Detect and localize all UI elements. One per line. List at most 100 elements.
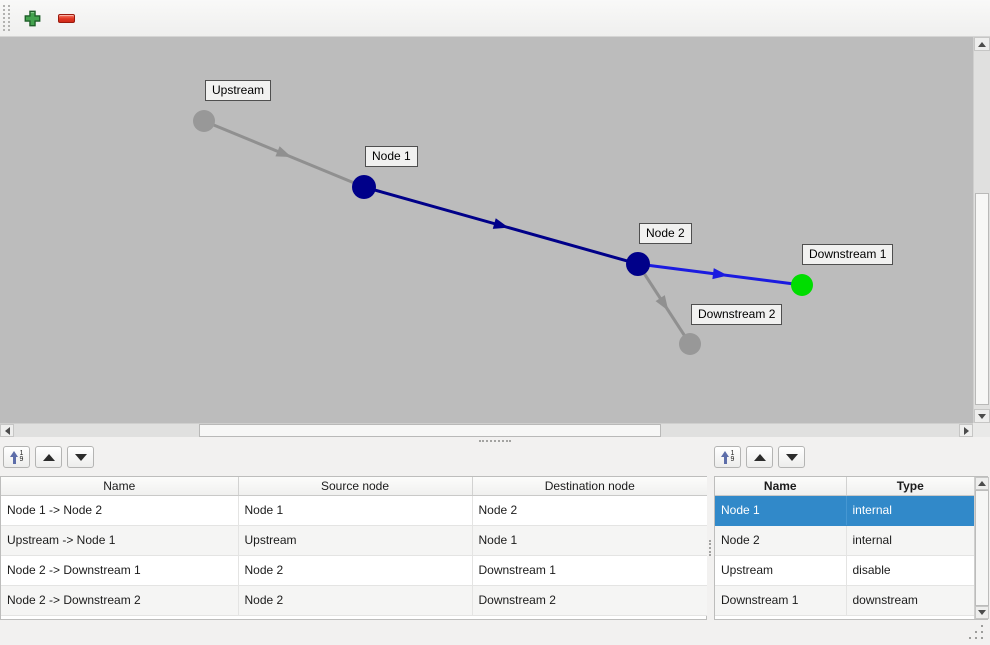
table-cell[interactable]: Upstream -> Node 1: [1, 525, 239, 556]
triangle-down-icon: [978, 610, 986, 615]
node-downstream1[interactable]: [791, 274, 813, 296]
table-cell[interactable]: Node 1: [238, 495, 473, 526]
vertical-scrollbar-thumb[interactable]: [975, 490, 989, 606]
table-row[interactable]: Node 2 internal: [715, 525, 974, 556]
nodes-move-down-button[interactable]: [778, 446, 805, 468]
sort-arrow-icon: [9, 450, 19, 464]
toolbar-grip[interactable]: [3, 5, 10, 31]
edges-move-down-button[interactable]: [67, 446, 94, 468]
column-header-name[interactable]: Name: [1, 477, 239, 496]
node-label-upstream[interactable]: Upstream: [205, 80, 272, 101]
table-cell[interactable]: internal: [846, 495, 974, 526]
table-row[interactable]: Node 2 -> Downstream 1 Node 2 Downstream…: [1, 555, 707, 586]
edge-arrow-icon: [655, 295, 669, 311]
table-cell[interactable]: Node 2: [472, 495, 707, 526]
minus-icon: [57, 13, 75, 23]
table-row[interactable]: Upstream disable: [715, 555, 974, 586]
scrollbar-corner: [973, 423, 990, 437]
triangle-up-icon: [42, 453, 55, 461]
table-cell[interactable]: internal: [846, 525, 974, 556]
splitter-grip-icon: [709, 540, 711, 556]
bottom-pane: 1 9 1 9: [0, 445, 990, 645]
sort-digits: 1 9: [730, 450, 735, 463]
canvas-vertical-scrollbar[interactable]: [973, 37, 990, 423]
scroll-down-button[interactable]: [975, 606, 989, 619]
resize-grip-dots-icon: [969, 637, 971, 639]
remove-button[interactable]: [52, 4, 80, 32]
scroll-down-button[interactable]: [974, 409, 990, 423]
column-header-type[interactable]: Type: [846, 477, 974, 496]
table-row[interactable]: Node 1 -> Node 2 Node 1 Node 2: [1, 495, 707, 526]
window-resize-grip[interactable]: [969, 625, 985, 641]
horizontal-scrollbar-thumb[interactable]: [199, 424, 661, 437]
add-button[interactable]: [18, 4, 46, 32]
scroll-left-button[interactable]: [0, 424, 14, 437]
sort-arrow-icon: [720, 450, 730, 464]
triangle-right-icon: [963, 426, 969, 435]
table-cell[interactable]: Node 2: [715, 525, 847, 556]
column-header-destination-node[interactable]: Destination node: [472, 477, 707, 496]
sort-digit-first: 1: [730, 450, 735, 457]
column-header-name[interactable]: Name: [715, 477, 847, 496]
edge-arrow-icon: [712, 268, 728, 280]
nodes-table-scrollbar[interactable]: [974, 477, 989, 619]
nodes-panel-toolbar: 1 9: [714, 446, 805, 470]
table-cell[interactable]: Node 1: [715, 495, 847, 526]
triangle-down-icon: [978, 413, 986, 419]
graph-canvas[interactable]: Upstream Node 1 Node 2 Downstream 1 Down…: [0, 37, 973, 423]
edges-move-up-button[interactable]: [35, 446, 62, 468]
nodes-sort-button[interactable]: 1 9: [714, 446, 741, 468]
triangle-down-icon: [74, 453, 87, 461]
sort-digits: 1 9: [19, 450, 24, 463]
table-cell[interactable]: Node 1: [472, 525, 707, 556]
sort-ascending-icon: 1 9: [720, 450, 735, 464]
table-cell[interactable]: Node 2: [238, 585, 473, 616]
table-cell[interactable]: Downstream 1: [715, 585, 847, 616]
table-row-selected[interactable]: Node 1 internal: [715, 495, 974, 526]
sort-digit-last: 9: [19, 456, 24, 463]
table-cell[interactable]: downstream: [846, 585, 974, 616]
edges-sort-button[interactable]: 1 9: [3, 446, 30, 468]
node-node1[interactable]: [352, 175, 376, 199]
table-cell[interactable]: Upstream: [715, 555, 847, 586]
scroll-right-button[interactable]: [959, 424, 973, 437]
horizontal-splitter[interactable]: [0, 437, 990, 445]
edges-panel-toolbar: 1 9: [3, 446, 94, 470]
table-cell[interactable]: Downstream 1: [472, 555, 707, 586]
node-downstream2[interactable]: [679, 333, 701, 355]
table-cell[interactable]: Node 2: [238, 555, 473, 586]
node-label-node2[interactable]: Node 2: [639, 223, 692, 244]
edges-table: Name Source node Destination node Node 1…: [0, 476, 707, 620]
table-cell[interactable]: Downstream 2: [472, 585, 707, 616]
table-row[interactable]: Node 2 -> Downstream 2 Node 2 Downstream…: [1, 585, 707, 616]
node-label-downstream2[interactable]: Downstream 2: [691, 304, 783, 325]
vertical-scrollbar-thumb[interactable]: [975, 193, 989, 405]
triangle-up-icon: [753, 453, 766, 461]
table-row[interactable]: Upstream -> Node 1 Upstream Node 1: [1, 525, 707, 556]
table-cell[interactable]: Upstream: [238, 525, 473, 556]
node-upstream[interactable]: [193, 110, 215, 132]
column-header-source-node[interactable]: Source node: [238, 477, 473, 496]
triangle-up-icon: [978, 41, 986, 47]
table-cell[interactable]: Node 2 -> Downstream 1: [1, 555, 239, 586]
main-toolbar: [0, 0, 990, 37]
table-cell[interactable]: Node 2 -> Downstream 2: [1, 585, 239, 616]
table-cell[interactable]: Node 1 -> Node 2: [1, 495, 239, 526]
triangle-down-icon: [785, 453, 798, 461]
table-cell[interactable]: disable: [846, 555, 974, 586]
table-row[interactable]: Downstream 1 downstream: [715, 585, 974, 616]
vertical-splitter[interactable]: [706, 476, 714, 620]
scroll-up-button[interactable]: [974, 37, 990, 51]
canvas-horizontal-scrollbar[interactable]: [0, 423, 973, 437]
nodes-move-up-button[interactable]: [746, 446, 773, 468]
triangle-left-icon: [4, 426, 10, 435]
triangle-up-icon: [978, 481, 986, 486]
table-header-row: Name Source node Destination node: [1, 477, 707, 496]
scroll-up-button[interactable]: [975, 477, 989, 490]
sort-digit-last: 9: [730, 456, 735, 463]
edge-arrow-icon: [492, 218, 509, 229]
node-node2[interactable]: [626, 252, 650, 276]
node-label-node1[interactable]: Node 1: [365, 146, 418, 167]
node-label-downstream1[interactable]: Downstream 1: [802, 244, 894, 265]
